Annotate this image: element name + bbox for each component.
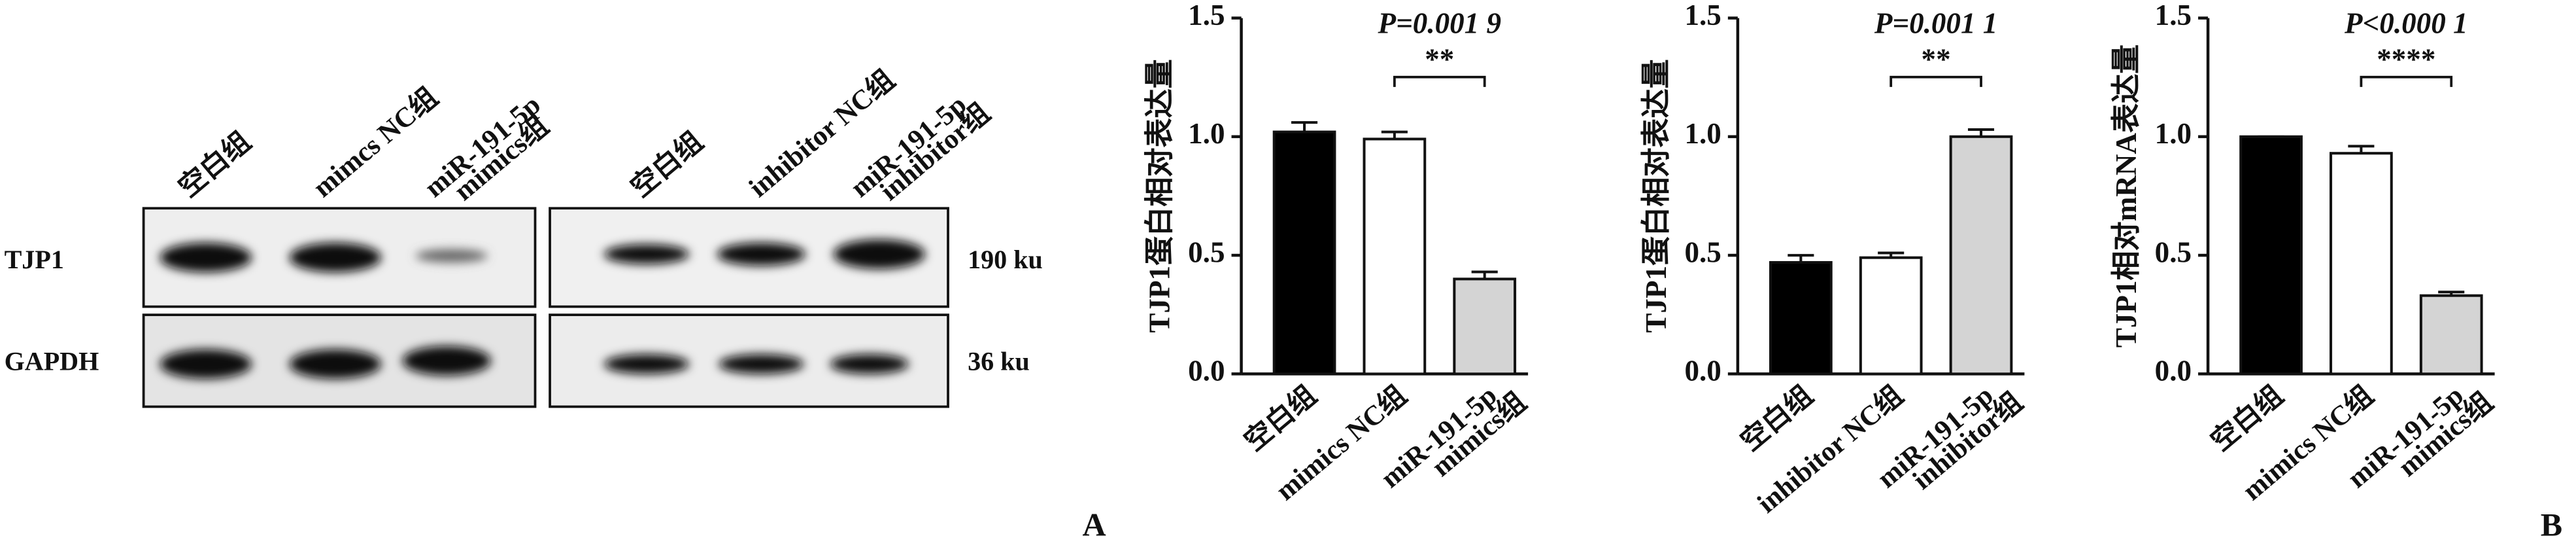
significance-bracket [2360,75,2453,87]
bar [2419,294,2483,376]
error-bar [1381,130,1408,139]
y-tick-label: 1.5 [1188,0,1225,31]
significance-bracket [1393,75,1486,87]
error-bar [1788,254,1814,262]
error-bar [1967,128,1995,137]
y-axis-label: TJP1蛋白相对表达量 [1640,59,1672,332]
y-tick-label: 1.0 [2155,117,2192,150]
error-bar [1471,270,1498,279]
p-value: P=0.001 9 [1378,7,1502,39]
y-tick-label: 1.5 [1684,0,1721,31]
y-tick-label: 1.0 [1188,117,1225,150]
y-tick-label: 0.0 [2155,355,2192,387]
bar [1769,260,1833,376]
y-tick-label: 0.5 [1188,236,1225,268]
significance: **** [2377,43,2435,76]
p-value: P=0.001 1 [1874,7,1998,39]
error-bar [1291,121,1318,132]
x-tick-label: 空白组 [1735,380,1819,457]
y-tick-label: 1.0 [1684,117,1721,150]
y-tick-label: 1.5 [2155,0,2192,31]
bands [160,239,925,379]
bar [1363,137,1427,376]
error-bar [2438,291,2465,296]
x-tick-label: 空白组 [2205,380,2289,457]
blot [142,207,949,408]
lane-label: 空白组 [173,126,257,204]
panel-label: B [2541,506,2562,542]
bar [1859,256,1923,376]
y-tick-label: 0.5 [1684,236,1721,268]
p-value: P<0.000 1 [2344,7,2468,39]
significance-bracket [1890,75,1982,87]
bar [2330,152,2393,376]
error-bar [1878,251,1905,258]
x-tick-label: 空白组 [1239,380,1323,457]
bar [1949,135,2013,376]
size-label: 190 ku [968,245,1043,274]
y-axis-label: TJP1相对mRNA表达量 [2110,44,2143,347]
y-axis-label: TJP1蛋白相对表达量 [1144,59,1176,332]
error-bar [2348,145,2375,154]
y-tick-label: 0.0 [1684,355,1721,387]
bar [2239,135,2303,376]
significance: ** [1922,43,1951,76]
lane-label: 空白组 [625,126,709,204]
significance: ** [1425,43,1454,76]
row-label: GAPDH [5,347,99,376]
panel-label: A [1083,506,1106,542]
bar [1272,130,1336,376]
y-tick-label: 0.0 [1188,355,1225,387]
y-tick-label: 0.5 [2155,236,2192,268]
row-label: TJP1 [5,245,64,274]
size-label: 36 ku [968,347,1030,376]
bar [1453,277,1517,376]
